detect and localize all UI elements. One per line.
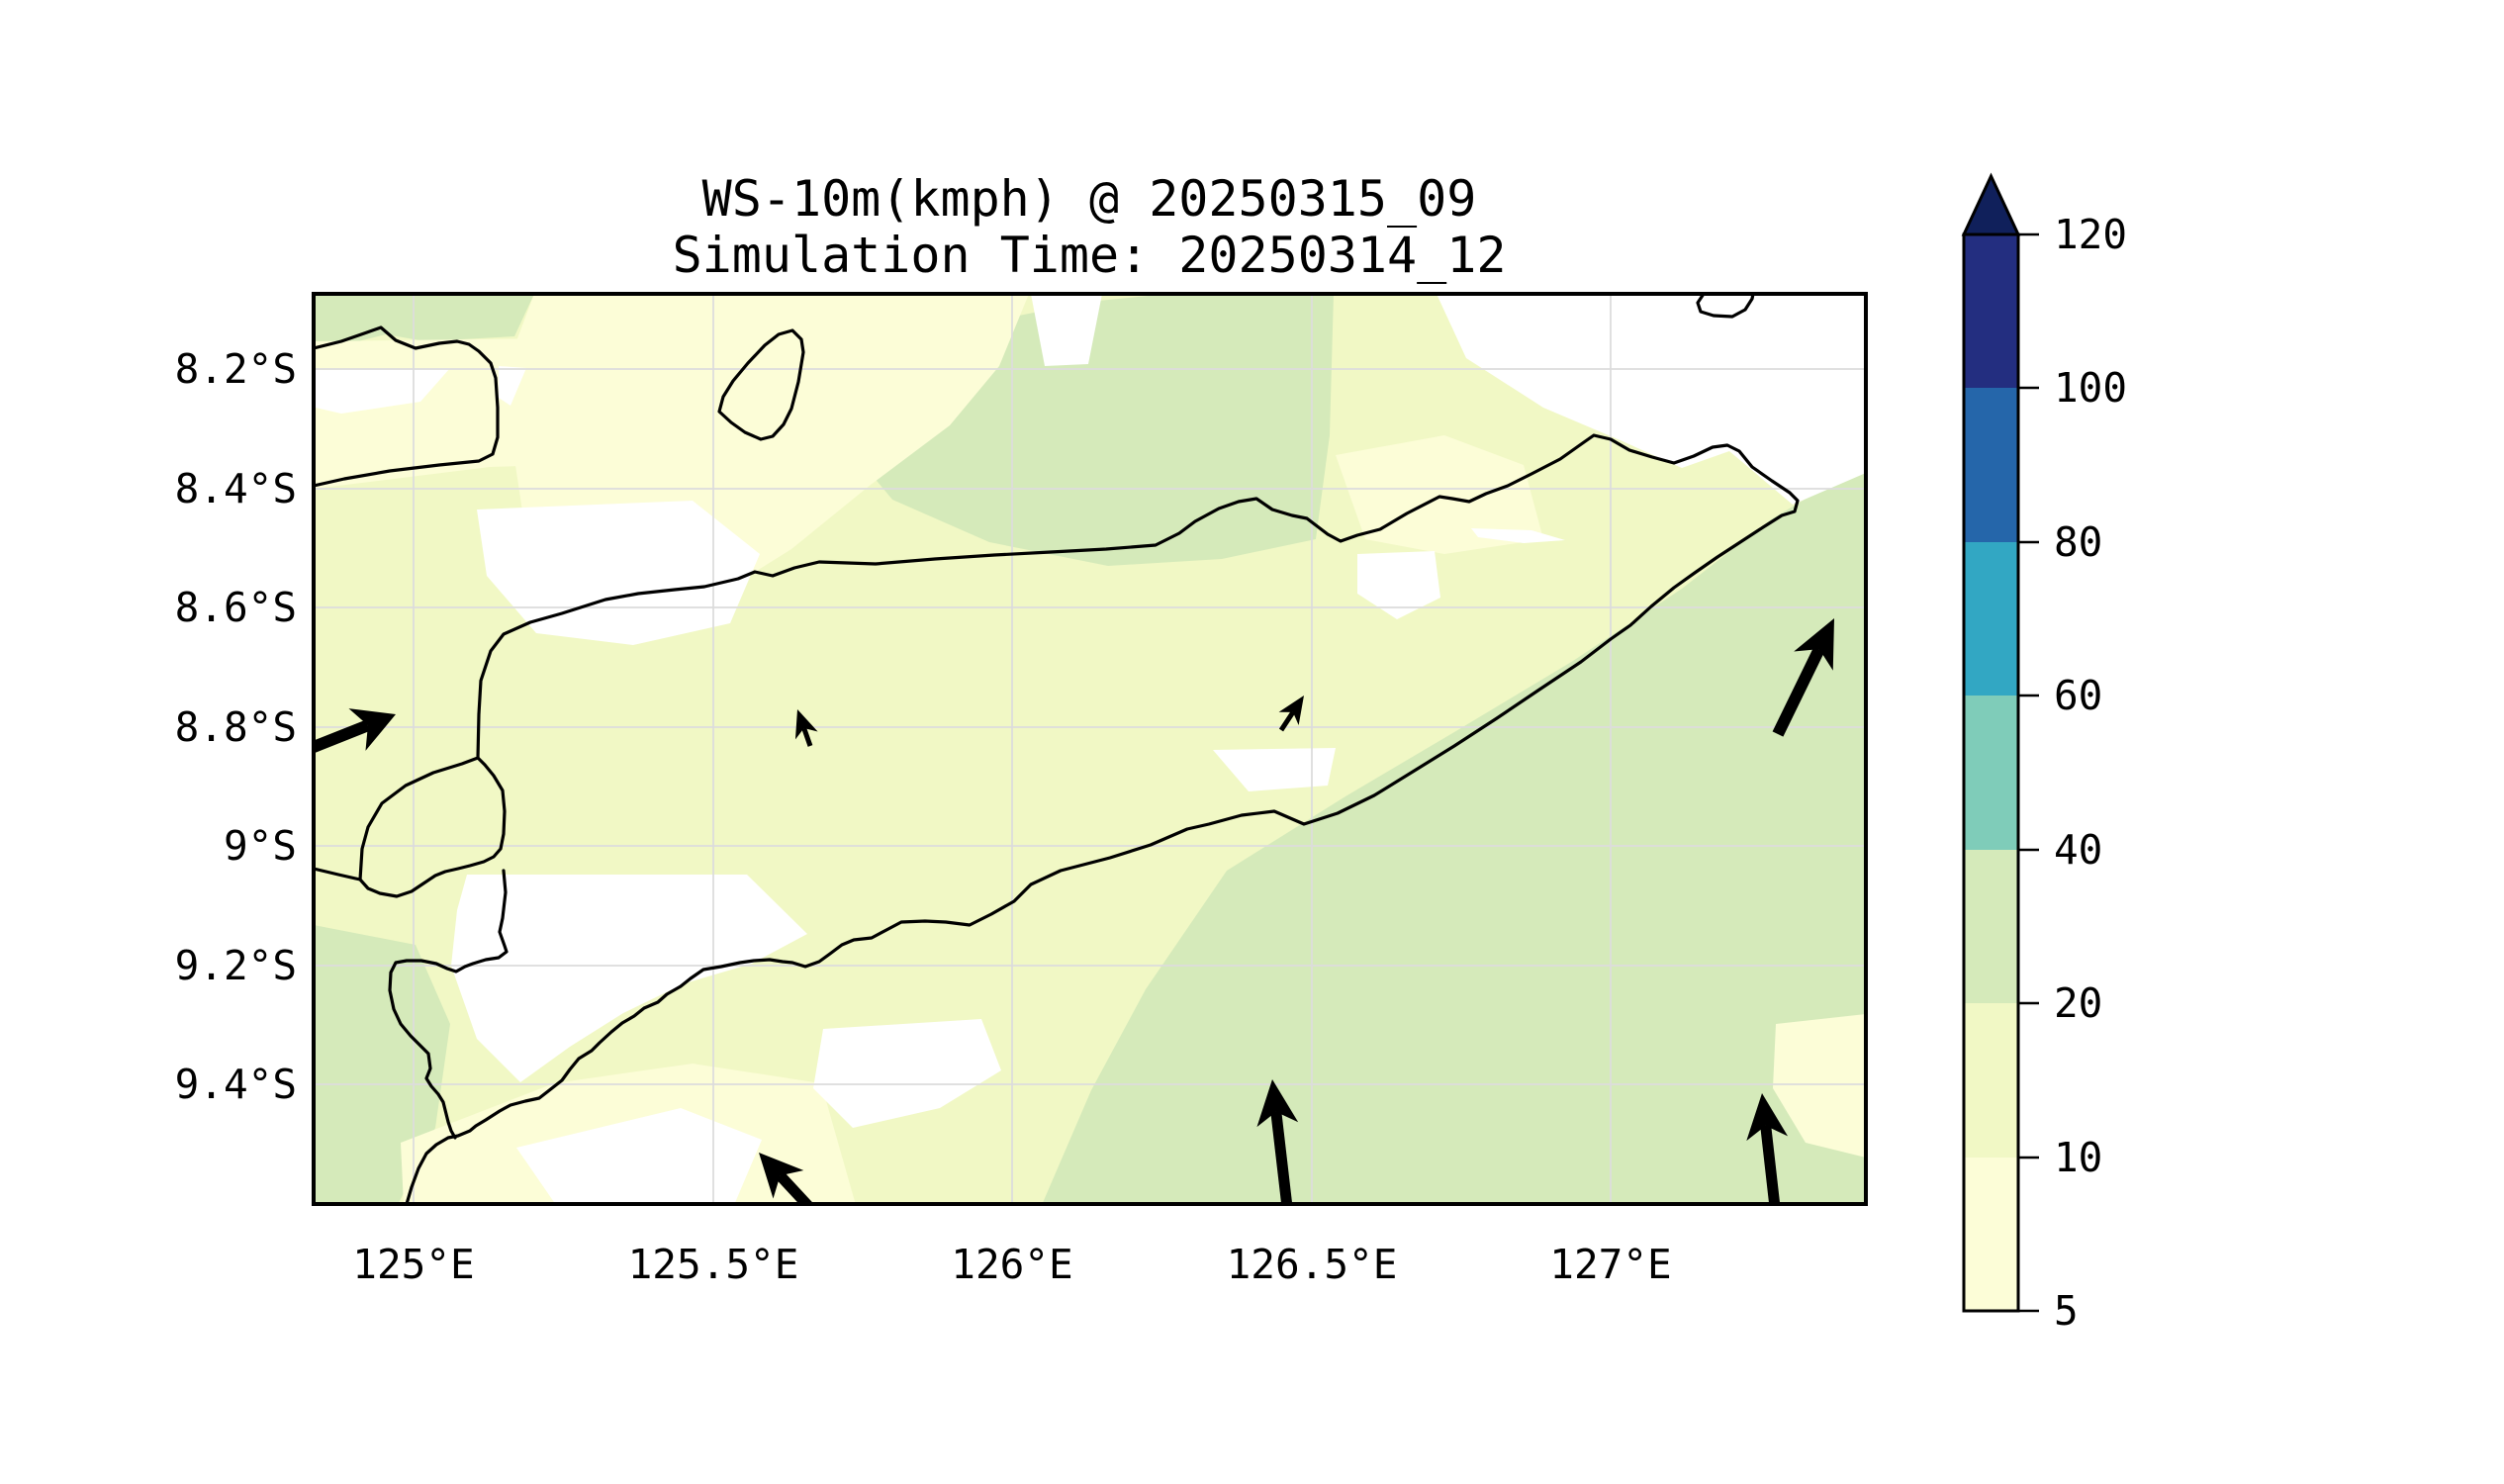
coastline-atauro-island	[717, 328, 805, 441]
wind-band-patch-lt5	[477, 501, 760, 645]
wind-arrow-shaft	[801, 727, 813, 747]
wind-band-patch-lt5	[316, 368, 450, 414]
wind-band-patch-lt5	[1213, 748, 1336, 791]
wind-arrow-head	[759, 1153, 804, 1199]
wind-band-patch-lt5	[1031, 294, 1102, 366]
coastline-west-timor-inlet	[388, 869, 509, 1140]
wind-arrow-shaft	[1760, 1125, 1781, 1204]
colorbar-tick-label: 100	[2054, 364, 2127, 412]
colorbar-tick-label: 80	[2054, 518, 2102, 566]
wind-arrow-shaft	[1270, 1111, 1293, 1204]
wind-arrow-shaft	[1772, 646, 1825, 737]
colorbar-outline	[1962, 232, 2020, 1313]
wind-arrow-head	[1256, 1079, 1299, 1128]
wind-band-patch-lt5	[499, 366, 526, 406]
colorbar-tick-label: 5	[2054, 1287, 2079, 1335]
lat-tick-label: 9.4°S	[175, 1061, 297, 1108]
lon-tick-label: 126°E	[951, 1241, 1072, 1288]
wind-band-patch-lt5	[451, 875, 807, 1082]
chart-title: WS-10m(kmph) @ 20250315_09	[702, 170, 1477, 228]
colorbar-segment-40-60	[1964, 696, 2018, 850]
lat-tick-label: 8.6°S	[175, 584, 297, 631]
colorbar-tick-label: 10	[2054, 1134, 2102, 1181]
wind-arrow-head	[1746, 1093, 1789, 1142]
colorbar-segment-60-80	[1964, 542, 2018, 696]
lon-tick-label: 126.5°E	[1227, 1241, 1398, 1288]
wind-speed-field	[314, 294, 1866, 1204]
wind-band-patch-lt5	[516, 1108, 762, 1204]
lat-axis: 8.2°S 8.4°S 8.6°S 8.8°S 9°S 9.2°S 9.4°S	[175, 345, 297, 1108]
wind-arrow-shaft	[314, 719, 371, 754]
lat-tick-label: 8.8°S	[175, 703, 297, 751]
coastline-alor	[314, 325, 500, 488]
lon-tick-label: 125.5°E	[628, 1241, 799, 1288]
colorbar-segment-100-120	[1964, 234, 2018, 388]
coastlines	[314, 294, 1800, 1204]
colorbar-tick-label: 20	[2054, 979, 2102, 1027]
lat-tick-label: 8.2°S	[175, 345, 297, 393]
coastline-timor	[314, 433, 1800, 1204]
wind-band-patch-lt5	[1357, 551, 1440, 619]
colorbar-segment-5-10	[1964, 1158, 2018, 1311]
wind-arrow-head	[1794, 618, 1834, 671]
wind-band-patch-20-40	[314, 925, 450, 1204]
wind-band-patch-20-40	[1042, 463, 1866, 1204]
wind-arrow-shaft	[776, 1171, 814, 1204]
coastline-west-timor-dip	[358, 756, 507, 898]
wind-arrow-shaft	[1278, 710, 1296, 732]
graticule	[314, 294, 1866, 1204]
wind-band-patch-20-40	[314, 294, 534, 348]
lon-axis: 125°E 125.5°E 126°E 126.5°E 127°E	[352, 1241, 1671, 1288]
lat-tick-label: 8.4°S	[175, 465, 297, 512]
wind-arrow-head	[1278, 696, 1304, 725]
wind-arrow-head	[348, 708, 396, 751]
wind-arrows	[314, 618, 1834, 1204]
colorbar-extend-arrow	[1961, 172, 2021, 236]
colorbar-segment-80-100	[1964, 388, 2018, 542]
lon-tick-label: 127°E	[1549, 1241, 1671, 1288]
colorbar-segment-10-20	[1964, 1003, 2018, 1158]
lon-tick-label: 125°E	[352, 1241, 474, 1288]
wind-band-patch-lt5	[1437, 294, 1866, 505]
chart-subtitle: Simulation Time: 20250314_12	[673, 227, 1507, 284]
coastline-wetar	[1696, 294, 1755, 319]
lat-tick-label: 9°S	[224, 822, 297, 870]
colorbar-tick-label: 40	[2054, 826, 2102, 874]
wind-arrow-head	[794, 709, 818, 740]
lat-tick-label: 9.2°S	[175, 942, 297, 989]
wind-band-patch-lt5	[1471, 528, 1565, 543]
colorbar-segment-20-40	[1964, 850, 2018, 1003]
wind-band-patch-5-10	[1773, 1014, 1866, 1158]
map-frame	[312, 292, 1868, 1206]
colorbar-tick-label: 60	[2054, 672, 2102, 719]
colorbar-tick-label: 120	[2054, 211, 2127, 258]
colorbar: 120 100 80 60 40 20 10 5	[1961, 172, 2127, 1335]
wind-band-patch-lt5	[813, 1019, 1001, 1128]
